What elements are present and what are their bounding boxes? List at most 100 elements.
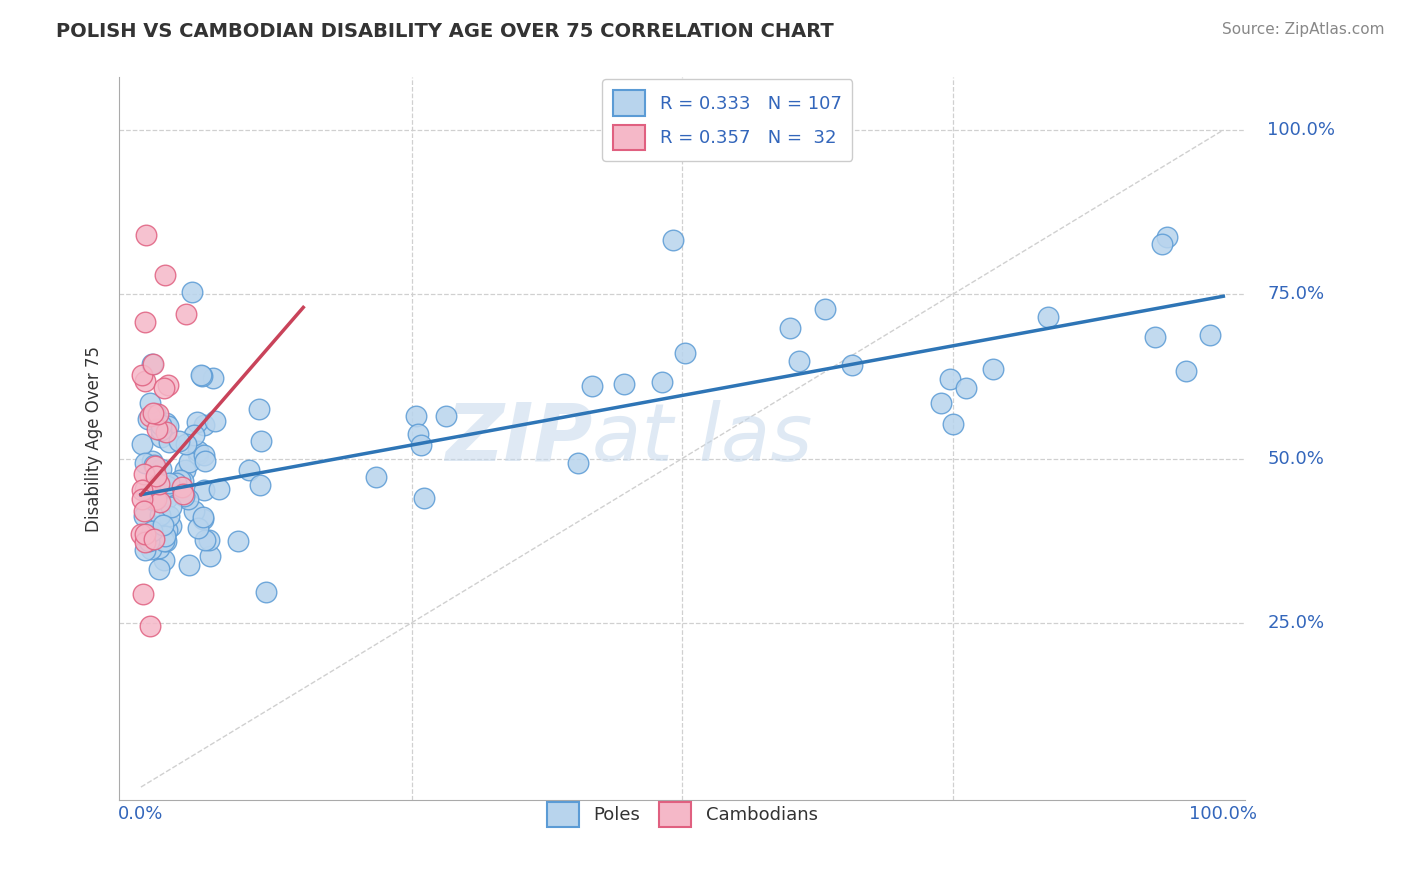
Point (191, 511, 214, 525)
Point (142, 458, 165, 472)
Point (160, 519, 183, 533)
Point (841, 358, 863, 372)
Point (929, 395, 952, 409)
Point (787, 353, 810, 368)
Point (146, 408, 169, 422)
Point (249, 434, 271, 449)
Point (149, 423, 172, 437)
Point (138, 619, 160, 633)
Point (134, 315, 156, 329)
Point (200, 549, 222, 563)
Point (1143, 329, 1166, 343)
Point (131, 483, 153, 497)
Point (152, 517, 174, 532)
Point (153, 534, 176, 549)
Point (249, 478, 271, 492)
Point (132, 508, 155, 523)
Point (153, 553, 176, 567)
Point (1199, 327, 1222, 342)
Point (149, 429, 172, 443)
Point (779, 321, 801, 335)
Point (1038, 310, 1060, 324)
Point (131, 491, 153, 506)
Point (179, 455, 201, 469)
Point (174, 463, 197, 477)
Point (139, 541, 162, 556)
Text: 75.0%: 75.0% (1267, 285, 1324, 303)
Point (141, 524, 163, 538)
Point (226, 534, 249, 549)
Point (138, 411, 160, 425)
Point (651, 375, 673, 389)
Point (981, 361, 1004, 376)
Point (412, 491, 434, 505)
Text: 100.0%: 100.0% (1267, 121, 1336, 139)
Point (193, 448, 215, 462)
Point (156, 418, 179, 433)
Point (157, 378, 180, 392)
Point (405, 409, 427, 424)
Point (129, 526, 152, 541)
Point (149, 495, 172, 509)
Point (942, 417, 965, 431)
Point (143, 530, 166, 544)
Point (567, 456, 589, 470)
Point (193, 483, 215, 497)
Text: 25.0%: 25.0% (1267, 614, 1324, 632)
Point (143, 458, 166, 473)
Point (153, 268, 176, 282)
Legend: Poles, Cambodians: Poles, Cambodians (540, 795, 825, 835)
Point (198, 533, 221, 548)
Point (434, 409, 457, 424)
Point (155, 425, 177, 440)
Point (169, 473, 191, 487)
Point (134, 456, 156, 470)
Point (142, 533, 165, 547)
Point (134, 543, 156, 558)
Point (208, 482, 231, 496)
Text: Source: ZipAtlas.com: Source: ZipAtlas.com (1222, 22, 1385, 37)
Point (159, 500, 181, 515)
Point (238, 463, 260, 477)
Point (177, 558, 200, 573)
Point (187, 521, 209, 535)
Point (135, 228, 157, 243)
Point (148, 562, 170, 576)
Point (155, 479, 177, 493)
Point (143, 480, 166, 494)
Point (139, 409, 162, 423)
Point (155, 417, 177, 431)
Point (157, 476, 180, 491)
Point (138, 534, 160, 549)
Point (814, 301, 837, 316)
Point (581, 378, 603, 392)
Point (134, 535, 156, 549)
Point (131, 368, 153, 382)
Point (141, 492, 163, 507)
Point (613, 376, 636, 391)
Point (131, 587, 153, 601)
Point (149, 508, 172, 522)
Point (193, 417, 215, 432)
Point (134, 504, 156, 518)
Point (194, 533, 217, 547)
Point (955, 381, 977, 395)
Point (134, 482, 156, 496)
Point (662, 234, 685, 248)
Text: at las: at las (592, 400, 813, 478)
Point (149, 418, 172, 433)
Text: 50.0%: 50.0% (1267, 450, 1324, 467)
Point (132, 467, 155, 482)
Point (148, 477, 170, 491)
Point (148, 541, 170, 556)
Point (149, 461, 172, 475)
Point (190, 369, 212, 384)
Text: POLISH VS CAMBODIAN DISABILITY AGE OVER 75 CORRELATION CHART: POLISH VS CAMBODIAN DISABILITY AGE OVER … (56, 22, 834, 41)
Point (135, 533, 157, 547)
Point (139, 396, 162, 410)
Point (939, 372, 962, 386)
Point (172, 487, 194, 501)
Text: ZIP: ZIP (444, 400, 592, 478)
Point (183, 428, 205, 442)
Point (169, 483, 191, 498)
